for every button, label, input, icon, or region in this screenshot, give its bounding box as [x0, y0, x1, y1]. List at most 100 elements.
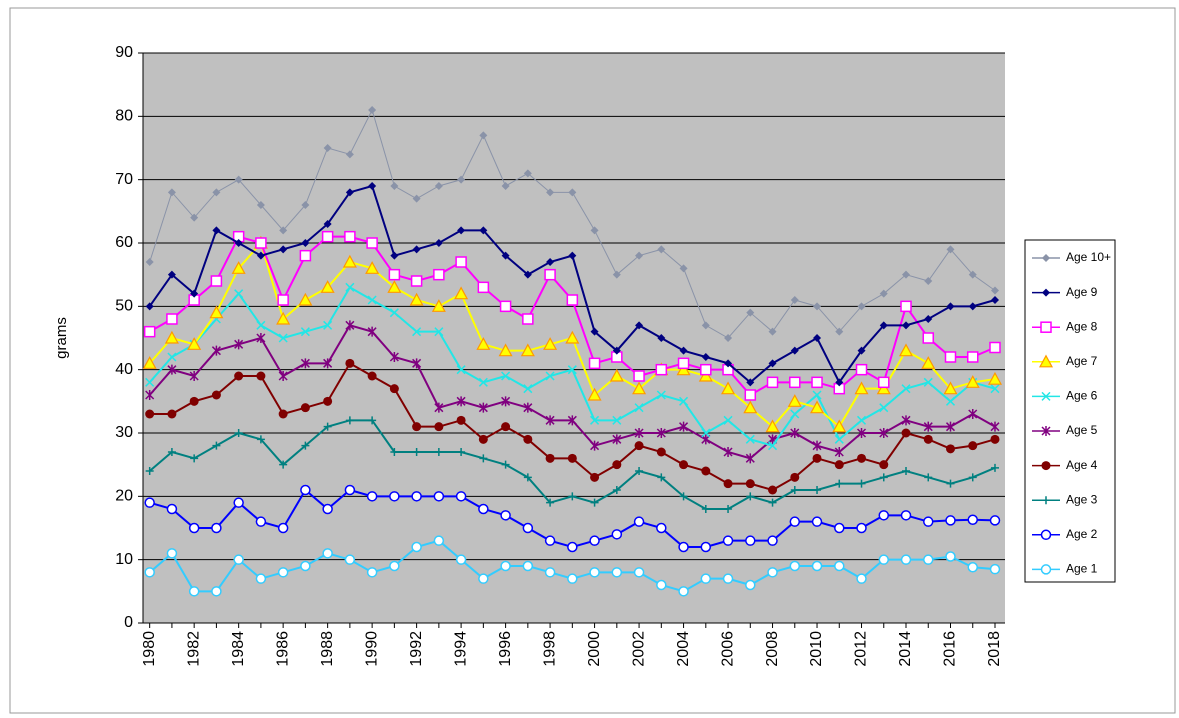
marker — [943, 381, 958, 395]
marker — [409, 292, 424, 306]
marker — [634, 428, 644, 438]
marker — [234, 239, 243, 247]
marker — [835, 327, 844, 336]
marker — [433, 491, 445, 502]
marker — [543, 337, 558, 350]
marker — [234, 289, 244, 299]
marker — [479, 454, 488, 463]
marker — [855, 363, 868, 376]
marker — [878, 510, 890, 521]
marker — [746, 492, 755, 501]
marker — [898, 343, 914, 357]
legend-label: Age 6 — [1066, 389, 1098, 403]
marker — [478, 377, 488, 387]
marker — [457, 448, 466, 456]
marker — [388, 268, 401, 281]
y-tick-label: 30 — [115, 424, 133, 441]
marker — [679, 421, 689, 432]
marker — [923, 421, 933, 432]
marker — [523, 473, 532, 482]
marker — [767, 535, 778, 546]
marker — [166, 313, 178, 325]
x-tick-label: 1998 — [541, 631, 558, 667]
legend-label: Age 2 — [1066, 527, 1098, 541]
y-tick-label: 50 — [115, 298, 133, 315]
marker — [722, 535, 734, 546]
marker — [879, 321, 888, 330]
marker — [701, 428, 711, 438]
marker — [990, 384, 1000, 394]
marker — [276, 311, 291, 325]
marker — [523, 434, 533, 444]
marker — [389, 560, 400, 572]
marker — [746, 308, 755, 317]
marker — [434, 182, 443, 190]
marker — [723, 479, 733, 489]
marker — [879, 403, 889, 413]
marker — [590, 498, 599, 507]
marker — [501, 251, 510, 260]
marker — [768, 327, 777, 336]
marker — [832, 419, 847, 433]
marker — [611, 567, 623, 578]
marker — [744, 389, 757, 401]
marker — [190, 454, 199, 463]
marker — [901, 428, 911, 438]
marker — [412, 448, 421, 456]
marker — [612, 415, 622, 425]
marker — [857, 346, 866, 355]
marker — [945, 421, 956, 432]
marker — [456, 415, 466, 425]
marker — [366, 237, 378, 249]
marker — [987, 371, 1003, 385]
marker — [142, 356, 157, 369]
marker — [878, 554, 890, 565]
marker — [789, 560, 801, 572]
marker — [790, 428, 800, 438]
marker — [301, 239, 310, 247]
marker — [457, 226, 466, 235]
marker — [634, 403, 644, 413]
marker — [723, 415, 733, 425]
marker — [967, 514, 978, 526]
marker — [834, 560, 845, 572]
marker — [789, 516, 801, 527]
marker — [790, 296, 799, 304]
marker — [609, 368, 624, 382]
marker — [167, 188, 176, 197]
marker — [700, 573, 712, 584]
marker — [389, 491, 400, 502]
marker — [745, 434, 755, 444]
marker — [745, 479, 755, 489]
marker — [300, 327, 310, 337]
marker — [767, 567, 778, 578]
marker — [611, 529, 623, 540]
x-tick-label: 1994 — [452, 631, 469, 667]
marker — [590, 440, 600, 451]
marker — [212, 188, 221, 197]
marker — [990, 463, 999, 472]
marker — [345, 416, 354, 425]
marker — [255, 516, 267, 527]
marker — [857, 453, 867, 463]
marker — [656, 522, 667, 534]
marker — [811, 560, 823, 572]
x-tick-label: 2004 — [675, 631, 692, 667]
marker — [455, 256, 467, 268]
marker — [366, 567, 378, 578]
marker — [164, 330, 179, 344]
marker — [967, 562, 978, 573]
marker — [765, 419, 780, 433]
marker — [544, 535, 556, 546]
legend-label: Age 3 — [1066, 492, 1098, 506]
marker — [768, 359, 777, 368]
marker — [544, 567, 556, 578]
marker — [546, 498, 555, 507]
marker — [678, 541, 689, 553]
marker — [745, 579, 756, 591]
marker — [567, 365, 577, 375]
marker — [454, 286, 469, 300]
marker — [656, 447, 666, 457]
marker — [746, 378, 755, 387]
marker — [968, 409, 978, 419]
